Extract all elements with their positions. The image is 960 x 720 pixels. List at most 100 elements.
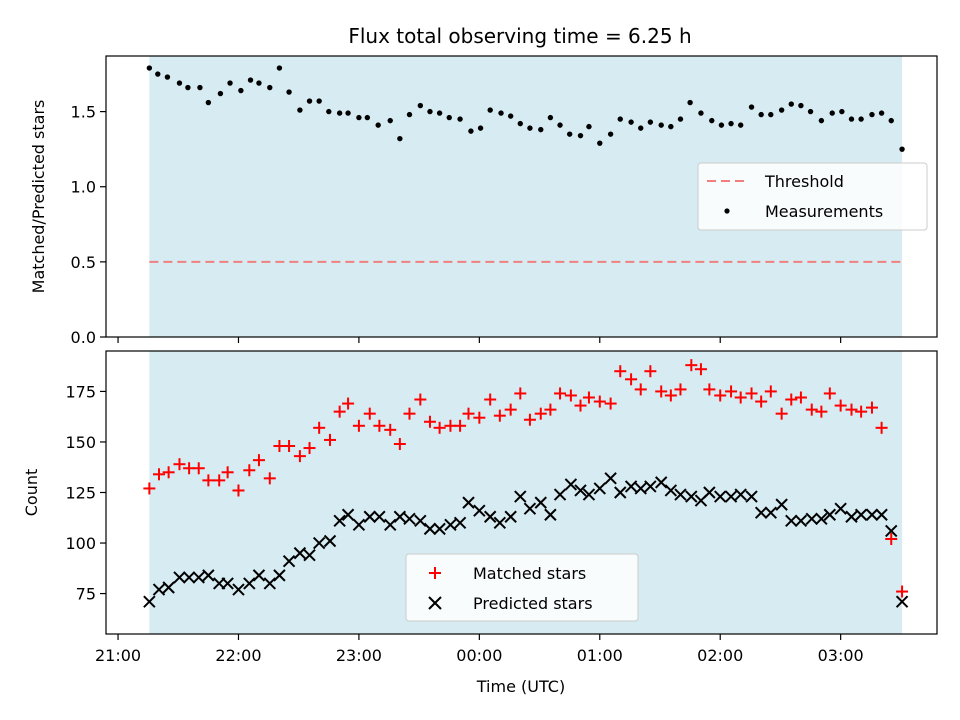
matched-star-point (152, 468, 165, 481)
measurement-point (197, 84, 203, 91)
measurement-point (607, 131, 614, 137)
predicted-star-point (854, 508, 868, 521)
predicted-star-point (483, 510, 497, 523)
predicted-star-point (373, 510, 386, 523)
measurement-point (205, 99, 212, 106)
top-panel-frame (105, 55, 938, 338)
matched-star-point (454, 419, 467, 432)
measurement-point (748, 104, 755, 110)
measurement-point (858, 116, 864, 122)
matched-star-point (544, 403, 557, 416)
predicted-star-point (845, 510, 858, 523)
matched-star-point (373, 419, 386, 432)
measurement-point (878, 110, 885, 116)
top-legend: Threshold Measurements (697, 162, 928, 231)
matched-star-point (564, 389, 577, 402)
matched-star-point (213, 474, 226, 487)
measurement-point (436, 110, 443, 116)
measurement-point (698, 110, 704, 116)
matched-star-point (283, 440, 296, 453)
matched-star-point (303, 442, 316, 455)
matched-star-point (162, 466, 175, 479)
x-tick-label: 21:00 (95, 646, 141, 665)
legend-threshold-label: Threshold (764, 172, 844, 191)
predicted-star-point (895, 595, 909, 608)
predicted-star-point (282, 555, 296, 568)
matched-star-point (593, 395, 606, 408)
matched-star-point (504, 403, 517, 416)
predicted-star-point (534, 496, 547, 509)
measurement-point (326, 108, 332, 115)
matched-star-point (703, 383, 716, 396)
matched-star-point (834, 399, 847, 412)
measurement-point (888, 117, 894, 124)
predicted-star-point (462, 496, 475, 509)
matched-star-point (634, 383, 647, 396)
bottom-y-axis-label: Count (22, 469, 41, 517)
predicted-star-point (674, 488, 687, 501)
matched-star-point (232, 484, 245, 497)
predicted-star-point (523, 502, 537, 515)
predicted-star-point (341, 508, 355, 521)
predicted-star-point (232, 583, 245, 596)
predicted-star-point (574, 484, 587, 497)
predicted-star-point (493, 516, 507, 530)
predicted-star-point (384, 518, 397, 532)
bottom-legend-box (405, 553, 639, 622)
predicted-star-point (794, 514, 808, 528)
predicted-star-point (414, 514, 427, 528)
measurement-point (498, 110, 504, 116)
matched-star-point (734, 391, 747, 404)
matched-star-point (324, 433, 337, 446)
predicted-star-point (504, 510, 517, 523)
measurement-point (597, 140, 603, 146)
measurement-point (267, 84, 273, 91)
x-tick-label: 01:00 (577, 646, 623, 665)
matched-stars-points (143, 359, 909, 598)
top-legend-box (697, 162, 928, 231)
predicted-star-point (582, 488, 596, 501)
measurement-point (527, 125, 533, 131)
predicted-star-point (644, 480, 657, 493)
predicted-star-point (473, 504, 486, 517)
matched-star-point (423, 415, 436, 428)
matched-star-point (725, 385, 738, 398)
measurement-point (375, 122, 381, 128)
matched-star-point (173, 458, 186, 471)
matched-star-point (252, 454, 265, 467)
predicted-star-point (823, 508, 837, 521)
x-tick-label: 22:00 (215, 646, 261, 665)
predicted-star-point (714, 490, 727, 503)
measurement-point (677, 116, 684, 122)
measurement-point (406, 111, 413, 118)
top-x-ticks (117, 337, 842, 343)
measurement-point (286, 89, 292, 95)
y-tick-label: 1.5 (71, 103, 96, 122)
matched-star-point (805, 403, 818, 416)
predicted-star-point (724, 490, 738, 503)
matched-star-point (192, 462, 205, 475)
matched-star-point (655, 385, 668, 398)
predicted-star-point (352, 518, 366, 532)
matched-star-point (745, 387, 758, 400)
predicted-star-point (393, 510, 407, 523)
matched-star-point (674, 383, 687, 396)
predicted-star-point (514, 490, 527, 503)
predicted-star-point (453, 516, 467, 530)
legend-measurements-label: Measurements (765, 202, 883, 221)
measurement-point (557, 122, 563, 128)
matched-star-point (582, 391, 595, 404)
x-axis-label: Time (UTC) (476, 677, 565, 696)
measurement-point (227, 80, 233, 86)
matched-star-point (625, 373, 638, 386)
matched-star-point (896, 585, 909, 598)
top-y-axis-label: Matched/Predicted stars (29, 100, 48, 294)
measurement-point (839, 108, 845, 115)
predicted-star-point (273, 569, 286, 582)
matched-star-point (523, 413, 536, 426)
predicted-star-point (754, 506, 768, 519)
measurement-point (798, 102, 804, 109)
predicted-star-point (143, 595, 156, 608)
y-tick-label: 0.0 (71, 328, 96, 347)
predicted-star-point (614, 486, 627, 499)
